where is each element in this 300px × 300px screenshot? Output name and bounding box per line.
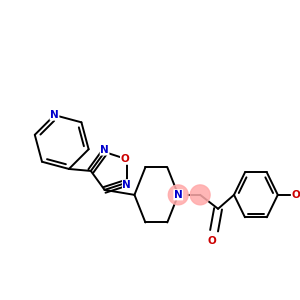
Text: N: N bbox=[100, 145, 109, 155]
Text: O: O bbox=[121, 154, 129, 164]
Text: O: O bbox=[291, 190, 300, 200]
Text: N: N bbox=[50, 110, 59, 120]
Circle shape bbox=[168, 185, 188, 205]
Circle shape bbox=[190, 185, 210, 205]
Text: N: N bbox=[174, 190, 183, 200]
Text: O: O bbox=[208, 236, 217, 246]
Text: N: N bbox=[122, 180, 131, 190]
